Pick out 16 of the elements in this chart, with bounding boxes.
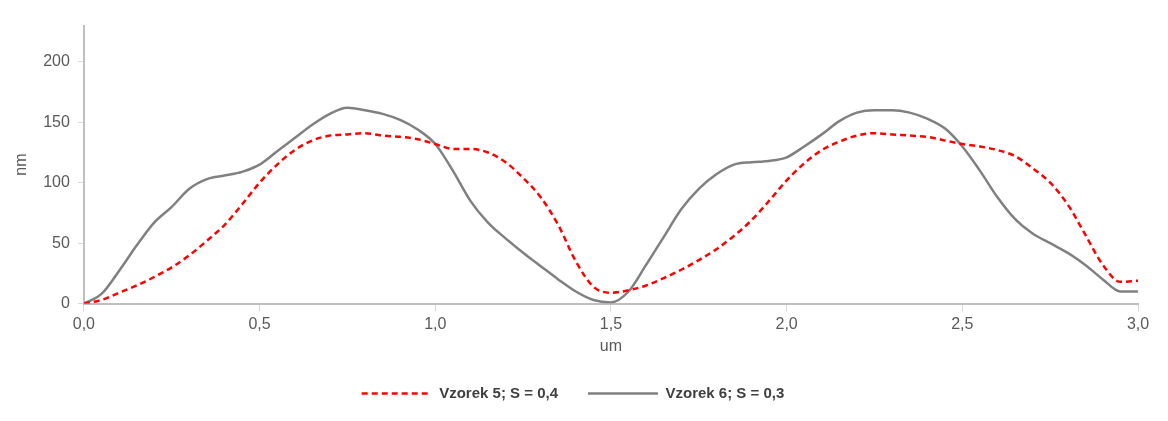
legend-label: Vzorek 6; S = 0,3 [665, 383, 785, 401]
y-tick-label: 50 [52, 233, 70, 251]
x-tick-label: 0,0 [72, 314, 96, 332]
legend-label: Vzorek 5; S = 0,4 [439, 383, 559, 401]
x-axis-title: um [599, 336, 623, 354]
y-tick-label: 150 [43, 112, 70, 130]
y-tick-label: 100 [43, 173, 70, 191]
x-tick-label: 0,5 [248, 314, 271, 332]
x-tick-label: 3,0 [1126, 314, 1150, 332]
x-tick-label: 2,5 [951, 314, 974, 332]
x-tick-label: 1,5 [599, 314, 623, 332]
x-tick-label: 2,0 [775, 314, 798, 332]
y-tick-label: 0 [60, 294, 70, 312]
y-axis-title: nm [12, 153, 30, 176]
y-tick-label: 200 [43, 52, 70, 70]
x-tick-label: 1,0 [424, 314, 447, 332]
